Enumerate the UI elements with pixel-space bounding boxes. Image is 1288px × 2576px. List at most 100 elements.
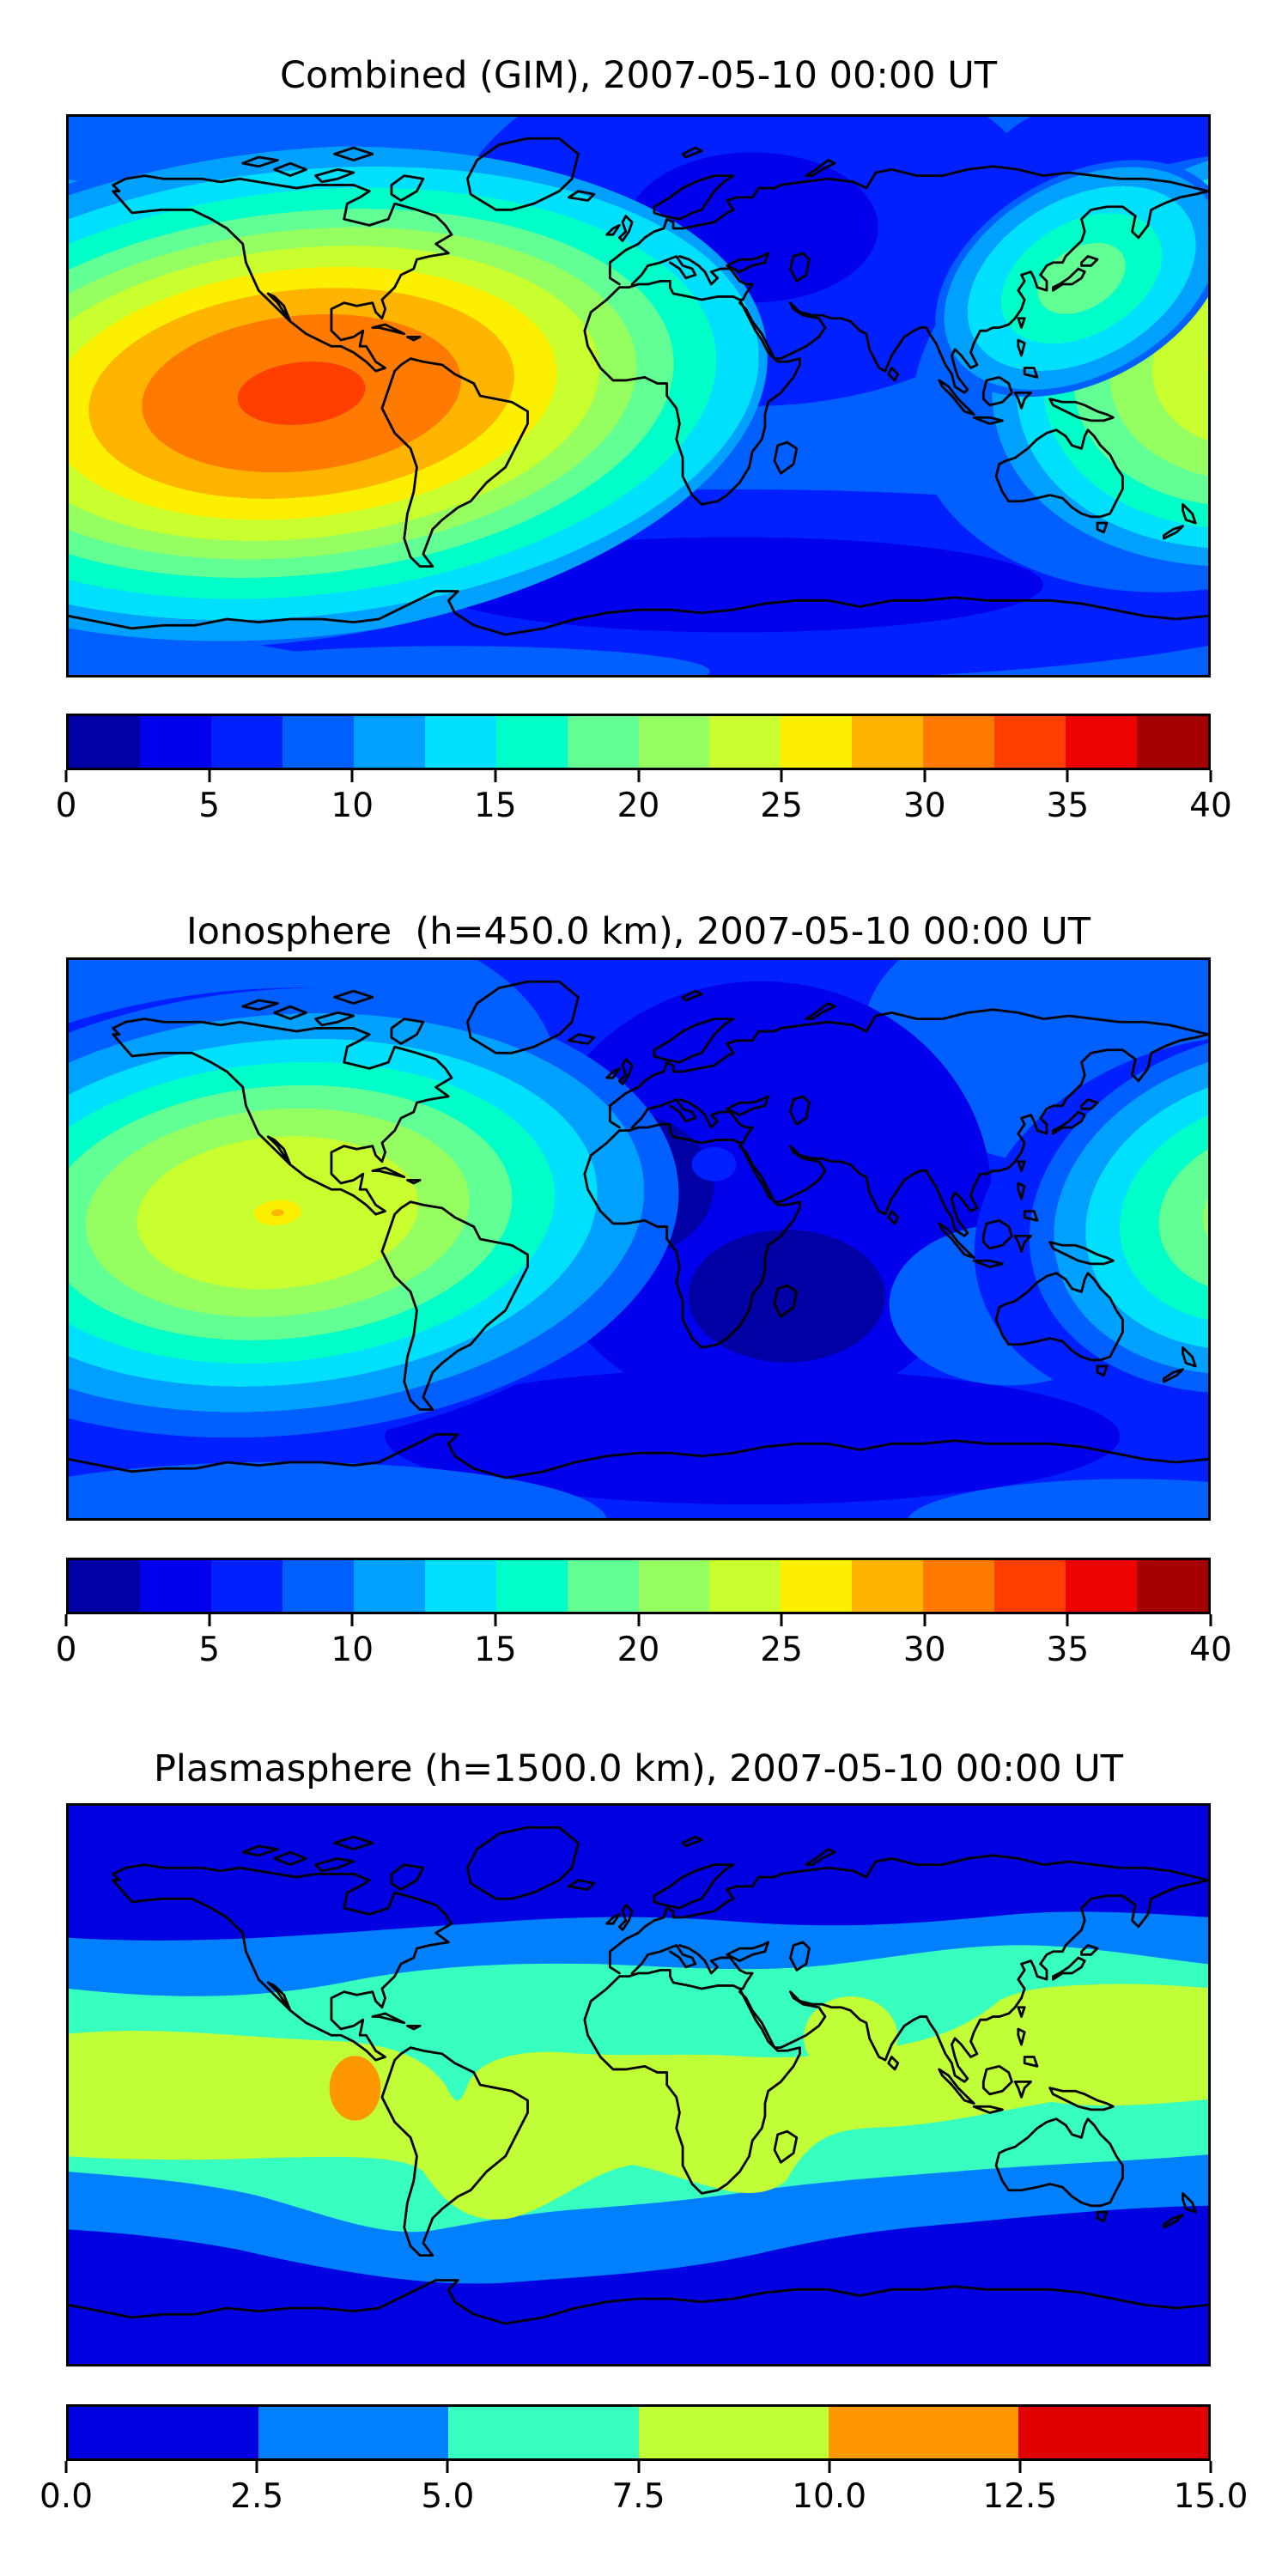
colorbar-tick-label: 5 [198, 1631, 221, 1669]
contour-map-plasmasphere [69, 1806, 1208, 2364]
colorbar-tick [637, 2461, 640, 2473]
colorbar-segment [210, 1560, 283, 1612]
colorbar-ionosphere [66, 1558, 1211, 1614]
colorbar-tick-label: 15.0 [1173, 2477, 1249, 2516]
colorbar-segment [638, 2407, 829, 2458]
colorbar-tick [350, 770, 354, 782]
colorbar-segment [69, 1560, 140, 1612]
colorbar-tick-label: 12.5 [982, 2477, 1058, 2516]
colorbar-segment [495, 716, 568, 768]
colorbar-segment [1066, 1560, 1138, 1612]
contour-layer [69, 1806, 1208, 2364]
colorbar-segment [781, 1560, 853, 1612]
colorbar-plasmasphere [66, 2404, 1211, 2461]
colorbar-tick-label: 20 [617, 1631, 660, 1669]
colorbar-tick-label: 25 [760, 1631, 803, 1669]
colorbar-tick [494, 1614, 497, 1626]
panel-title-ionosphere: Ionosphere (h=450.0 km), 2007-05-10 00:0… [185, 910, 1091, 953]
colorbar-tick [1066, 1614, 1069, 1626]
colorbar-tick-label: 5.0 [421, 2477, 475, 2516]
colorbar-tick-label: 30 [902, 1631, 946, 1669]
colorbar-ticks-ionosphere: 0 5 10 15 20 25 30 35 40 [56, 1614, 1232, 1674]
colorbar-tick [64, 770, 68, 782]
colorbar-tick [208, 770, 211, 782]
colorbar-tick-label: 30 [902, 787, 946, 825]
colorbar-tick [923, 1614, 927, 1626]
colorbar-tick-label: 10 [331, 1631, 374, 1669]
colorbar-segment [424, 1560, 496, 1612]
colorbar-tick-label: 15 [474, 787, 517, 825]
contour-layer [69, 117, 1208, 675]
colorbar-segment [852, 1560, 924, 1612]
colorbar-segment [353, 716, 425, 768]
colorbar-tick [1209, 770, 1212, 782]
colorbar-segment [828, 2407, 1018, 2458]
colorbar-tick [208, 1614, 211, 1626]
colorbar-segment [852, 716, 924, 768]
colorbar-tick [1209, 2461, 1212, 2473]
colorbar-segment [567, 1560, 639, 1612]
colorbar-tick [780, 1614, 783, 1626]
colorbar-tick-label: 0 [55, 787, 77, 825]
colorbar-tick [780, 770, 783, 782]
colorbar-tick-label: 0 [55, 1631, 77, 1669]
colorbar-tick-label: 35 [1046, 787, 1090, 825]
colorbar-tick-label: 15 [474, 1631, 517, 1669]
colorbar-segment [258, 2407, 449, 2458]
contour-map-ionosphere [69, 960, 1208, 1518]
colorbar-tick [350, 1614, 354, 1626]
colorbar-tick-label: 25 [760, 787, 803, 825]
colorbar-tick-label: 40 [1189, 1631, 1232, 1669]
colorbar-tick [255, 2461, 258, 2473]
colorbar-tick-label: 20 [617, 787, 660, 825]
colorbar-segment [282, 1560, 354, 1612]
colorbar-ticks-plasmasphere: 0.0 2.5 5.0 7.5 10.0 12.5 15.0 [39, 2461, 1248, 2521]
world-map-ionosphere [66, 957, 1211, 1521]
colorbar-tick-label: 35 [1046, 1631, 1090, 1669]
colorbar-tick [1209, 1614, 1212, 1626]
colorbar-tick-label: 10 [331, 787, 374, 825]
colorbar-tick [923, 770, 927, 782]
colorbar-segment [495, 1560, 568, 1612]
colorbar-tick [637, 1614, 640, 1626]
colorbar-segment [638, 716, 710, 768]
colorbar-segment [1018, 2407, 1209, 2458]
colorbar-segment [139, 716, 211, 768]
colorbar-segment [210, 716, 283, 768]
colorbar-segment [424, 716, 496, 768]
panel-title-combined: Combined (GIM), 2007-05-10 00:00 UT [279, 54, 997, 97]
colorbar-tick [64, 2461, 68, 2473]
panel-title-plasmasphere: Plasmasphere (h=1500.0 km), 2007-05-10 0… [153, 1747, 1124, 1790]
colorbar-tick [828, 2461, 831, 2473]
colorbar-tick [1018, 2461, 1022, 2473]
colorbar-tick-label: 40 [1189, 787, 1232, 825]
colorbar-tick-label: 10.0 [792, 2477, 867, 2516]
contour-map-combined [69, 117, 1208, 675]
world-map-combined [66, 114, 1211, 677]
contour-layer [69, 960, 1208, 1518]
colorbar-segment [567, 716, 639, 768]
colorbar-segment [709, 716, 781, 768]
colorbar-segment [923, 1560, 995, 1612]
colorbar-ticks-combined: 0 5 10 15 20 25 30 35 40 [56, 770, 1232, 830]
world-map-plasmasphere [66, 1803, 1211, 2366]
colorbar-tick [1066, 770, 1069, 782]
colorbar-segment [1137, 1560, 1208, 1612]
colorbar-segment [1066, 716, 1138, 768]
colorbar-segment [638, 1560, 710, 1612]
colorbar-tick [64, 1614, 68, 1626]
colorbar-tick [494, 770, 497, 782]
colorbar-tick [446, 2461, 449, 2473]
colorbar-segment [448, 2407, 639, 2458]
colorbar-tick [637, 770, 640, 782]
colorbar-tick-label: 7.5 [611, 2477, 665, 2516]
colorbar-segment [353, 1560, 425, 1612]
colorbar-tick-label: 5 [198, 787, 221, 825]
colorbar-combined [66, 714, 1211, 770]
colorbar-segment [923, 716, 995, 768]
colorbar-segment [139, 1560, 211, 1612]
colorbar-segment [709, 1560, 781, 1612]
colorbar-segment [1137, 716, 1208, 768]
colorbar-segment [781, 716, 853, 768]
